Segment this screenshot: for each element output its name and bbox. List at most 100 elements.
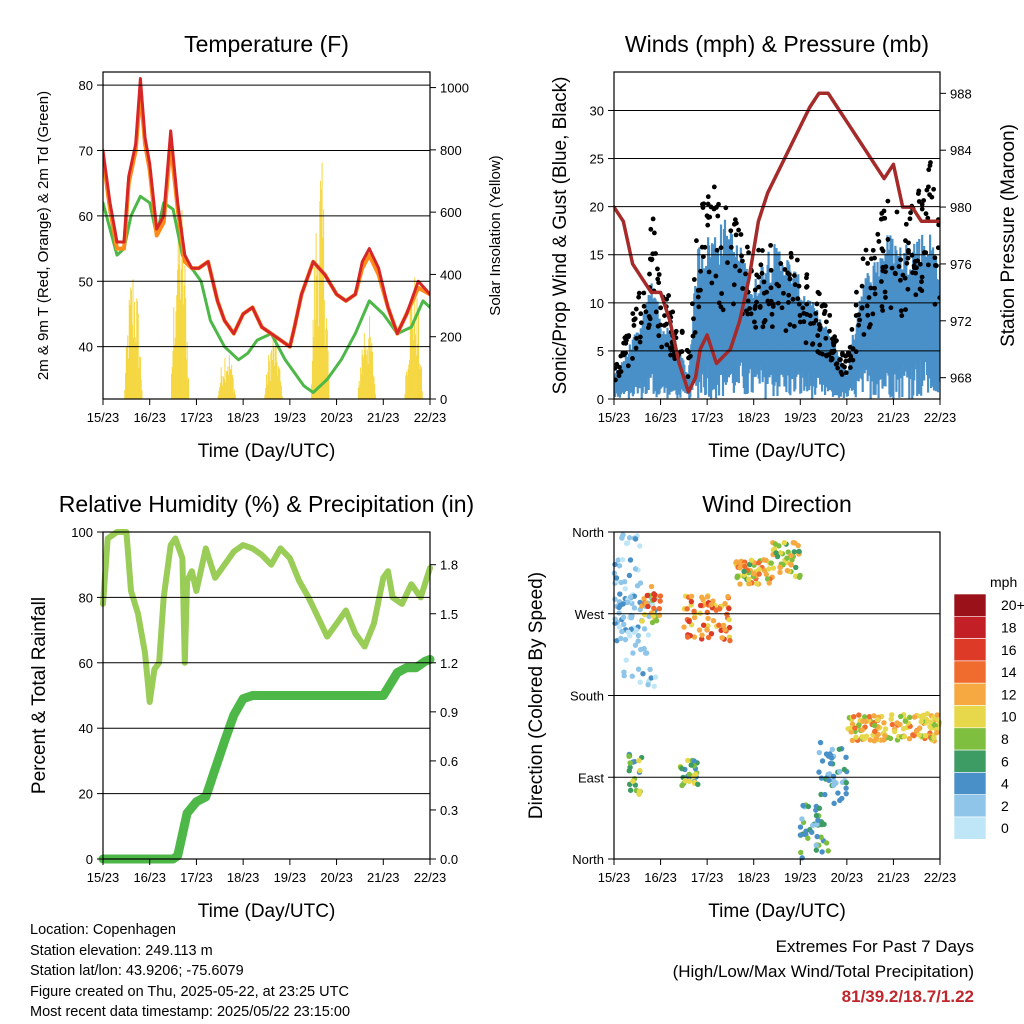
wind-direction-point xyxy=(641,611,648,618)
extremes-values: 81/39.2/18.7/1.22 xyxy=(841,987,974,1006)
wind-direction-point xyxy=(791,549,797,555)
y-tick-label: 5 xyxy=(597,344,604,359)
wind-direction-point xyxy=(889,721,896,728)
wind-direction-point xyxy=(632,566,639,572)
wind-gust-point xyxy=(815,333,821,338)
wind-direction-point xyxy=(612,616,618,622)
wind-direction-point xyxy=(931,734,937,741)
wind-direction-point xyxy=(624,540,631,546)
plot-frame xyxy=(613,71,941,400)
wind-direction-point xyxy=(632,782,639,788)
y-right-tick-label: 200 xyxy=(440,330,462,345)
wind-gust-point xyxy=(740,286,746,291)
x-tick-label: 19/23 xyxy=(274,870,307,885)
wind-direction-point xyxy=(700,622,707,628)
wind-direction-point xyxy=(630,650,636,656)
wind-direction-point xyxy=(793,564,799,571)
wind-direction-point xyxy=(836,768,843,775)
wind-gust-point xyxy=(787,322,793,327)
y-tick-label: 30 xyxy=(590,103,604,118)
wind-gust-point xyxy=(732,217,738,223)
wind-direction-point xyxy=(641,595,647,602)
wind-direction-point xyxy=(934,730,940,736)
wind-direction-point xyxy=(645,603,651,610)
wind-direction-point xyxy=(691,634,698,640)
wind-direction-point xyxy=(686,778,692,784)
wind-gust-point xyxy=(769,324,775,330)
wind-direction-point xyxy=(907,714,913,721)
wind-direction-point xyxy=(737,565,743,571)
colorbar-swatch xyxy=(953,794,987,818)
y-right-tick-label: 1000 xyxy=(440,81,469,96)
wind-gust-point xyxy=(656,272,662,277)
wind-direction-point xyxy=(766,566,772,572)
wind-direction-point xyxy=(881,720,887,726)
wind-gust-point xyxy=(655,276,661,282)
wind-direction-point xyxy=(814,833,820,840)
wind-direction-point xyxy=(684,606,690,612)
x-tick-label: 20/23 xyxy=(831,410,864,425)
wind-gust-point xyxy=(792,282,798,288)
wind-direction-point xyxy=(631,605,638,611)
wind-direction-point xyxy=(856,712,862,718)
wind-direction-point xyxy=(647,666,653,673)
wind-direction-point xyxy=(621,673,627,679)
wind-direction-point xyxy=(612,561,618,568)
wind-direction-point xyxy=(861,714,868,720)
wind-gust-point xyxy=(713,273,719,279)
wind-gust-point xyxy=(714,247,720,253)
wind-direction-point xyxy=(625,599,631,605)
wind-gust-point xyxy=(797,313,803,318)
wind-gust-point xyxy=(880,308,886,313)
wind-direction-point xyxy=(849,737,856,744)
wind-direction-point xyxy=(773,550,779,556)
wind-gust-point xyxy=(707,214,713,220)
wind-direction-point xyxy=(679,782,685,789)
wind-direction-point xyxy=(825,848,831,854)
wind-direction-point xyxy=(826,777,832,783)
wind-gust-point xyxy=(746,250,752,256)
wind-direction-point xyxy=(894,720,900,726)
wind-gust-point xyxy=(849,327,855,332)
wind-direction-point xyxy=(777,564,783,570)
wind-gust-point xyxy=(756,274,762,280)
wind-direction-point xyxy=(927,719,934,725)
wind-gust-point xyxy=(881,216,887,221)
wind-gust-point xyxy=(925,215,931,221)
wind-gust-point xyxy=(909,252,915,258)
wind-direction-point xyxy=(843,779,849,786)
wind-direction-point xyxy=(756,566,762,573)
wind-gust-point xyxy=(898,257,904,263)
plot-area xyxy=(614,91,940,399)
wind-direction-point xyxy=(911,732,917,739)
wind-gust-point xyxy=(827,328,832,334)
wind-gust-point xyxy=(823,335,829,341)
wind-gust-point xyxy=(905,286,911,292)
wind-direction-point xyxy=(722,626,728,633)
wind-direction-point xyxy=(636,791,642,797)
wind-gust-point xyxy=(838,369,844,375)
wind-direction-point xyxy=(634,583,641,589)
y-tick-label: 50 xyxy=(79,274,93,289)
wind-gust-point xyxy=(760,324,766,330)
wind-gust-point xyxy=(633,345,639,351)
wind-direction-point xyxy=(754,580,760,587)
wind-direction-point xyxy=(705,634,712,641)
wind-direction-point xyxy=(705,615,711,622)
wind-gust-point xyxy=(905,255,911,261)
wind-gust-point xyxy=(899,313,905,319)
wind-gust-point xyxy=(695,294,701,300)
x-tick-label: 18/23 xyxy=(737,870,770,885)
wind-gust-point xyxy=(761,279,767,285)
relative-humidity-line xyxy=(100,529,433,705)
wind-direction-point xyxy=(918,719,924,725)
wind-direction-point xyxy=(916,732,923,738)
y-axis-label: Sonic/Prop Wind & Gust (Blue, Black) xyxy=(550,77,571,395)
x-tick-label: 15/23 xyxy=(598,410,631,425)
wind-gust-point xyxy=(860,256,866,262)
wind-gust-point xyxy=(653,309,659,315)
wind-direction-point xyxy=(726,616,732,623)
wind-direction-point xyxy=(652,592,658,598)
wind-gust-point xyxy=(702,244,708,250)
wind-gust-point xyxy=(623,340,629,346)
